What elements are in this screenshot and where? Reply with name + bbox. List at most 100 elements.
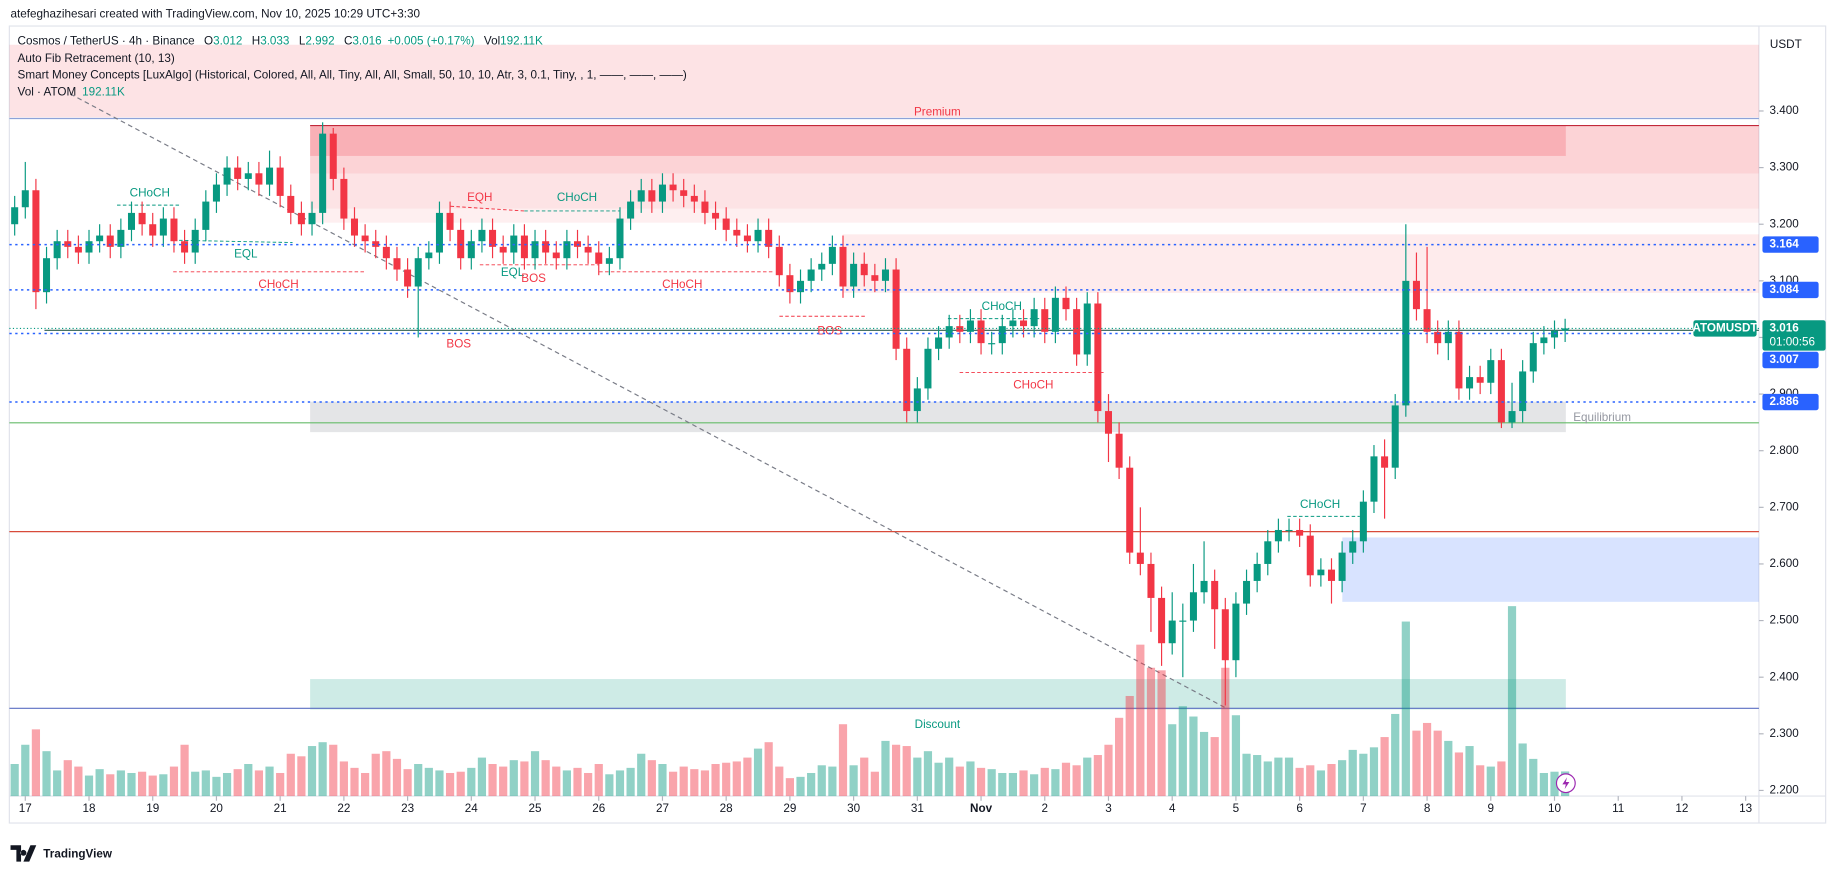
candle-body [1444,331,1452,344]
level-tag-label: 2.886 [1769,395,1799,408]
candle-body [850,263,858,287]
candle-body [722,218,730,230]
candle-body [1094,303,1102,412]
y-tick-label: 2.200 [1769,784,1799,797]
x-tick-label: 19 [146,802,159,815]
volume-bar [63,760,72,797]
alert-bolt [1562,777,1570,790]
candle-body [807,269,815,281]
legend: Cosmos / TetherUS · 4h · Binance O3.012 H3… [18,34,687,98]
volume-bar [31,729,41,797]
candle-body [1041,309,1049,332]
candle-body [1317,569,1325,576]
volume-bar [796,776,805,797]
candle-body [690,195,698,202]
candle-body [372,241,380,247]
candle-body [276,167,284,196]
volume-bar [21,744,30,797]
level-tag-label: 3.164 [1769,238,1799,251]
volume-bar [414,764,423,797]
last-price-tag [1762,320,1826,351]
brand: TradingView [10,845,113,862]
volume-bar [817,765,826,797]
candle-body [743,235,751,242]
volume-bar [222,772,232,797]
volume-bar [106,774,115,797]
candle-body [903,348,911,412]
volume-bar [870,771,879,797]
annotation: CHoCH [557,191,597,204]
x-tick-label: 10 [1548,802,1562,815]
candle-body [712,212,720,219]
volume-bar [913,757,922,797]
candle-body [149,224,157,236]
volume-bar [1019,770,1028,797]
candle-body [680,190,688,196]
volume-bar [212,776,221,797]
volume-bar [1433,730,1442,797]
candle-body [191,229,199,253]
volume-bar [169,766,179,797]
candle-body [1136,552,1144,564]
volume-bar [615,770,625,797]
x-tick-label: 26 [592,802,605,815]
candle-body [818,263,826,270]
candle-body [1561,328,1569,331]
volume-bar [891,744,901,797]
candle-body [1211,580,1219,610]
volume-bar [626,767,635,797]
candle-body [924,348,932,389]
level-tag [1762,393,1819,411]
candle-body [1423,309,1431,332]
candle-body [21,190,29,208]
y-tick-label: 2.400 [1769,670,1799,683]
candle-body [913,388,921,412]
y-tick-label: 3.200 [1769,217,1799,230]
candle-body [234,167,242,179]
candle-body [733,229,741,236]
o-value: 3.012 [213,34,242,47]
annotation: Premium [914,106,961,119]
volume-bar [1454,752,1464,797]
volume-bar [361,772,370,797]
candle-body [595,252,603,264]
volume-bar [191,771,200,797]
candle-body [319,133,327,213]
candle-body [435,212,443,253]
volume-bar [1529,758,1538,797]
candle-body [361,235,369,242]
volume-bar [668,771,678,797]
candle-body [255,173,263,185]
volume-bar [775,766,784,797]
volume-bar [254,770,264,797]
x-tick-label: 28 [720,802,733,815]
volume-bar [467,767,476,797]
volume-bar [371,753,380,797]
candle-body [499,246,507,253]
candle-body [308,212,316,225]
candle-body [658,184,666,202]
x-tick-label: 27 [656,802,669,815]
candle-body [170,218,178,242]
volume-bar [1199,731,1209,797]
volume-bar [392,758,402,797]
volume-bar [573,767,582,797]
h-value: 3.033 [260,34,289,47]
vol-label: Vol [484,34,500,47]
volume-bar [562,770,571,797]
annotation: CHoCH [130,186,170,199]
l-value: 2.992 [305,34,334,47]
volume-bar [1104,744,1113,797]
volume-bar [541,760,550,797]
x-tick-label: 31 [911,802,924,815]
candle-body [350,218,359,236]
volume-bar [265,766,274,797]
candle-body [754,229,762,242]
candle-body [96,235,104,242]
volume-bar [1338,760,1347,797]
volume-bar [477,757,487,797]
volume-bar [159,774,168,797]
volume-bar [945,757,954,797]
